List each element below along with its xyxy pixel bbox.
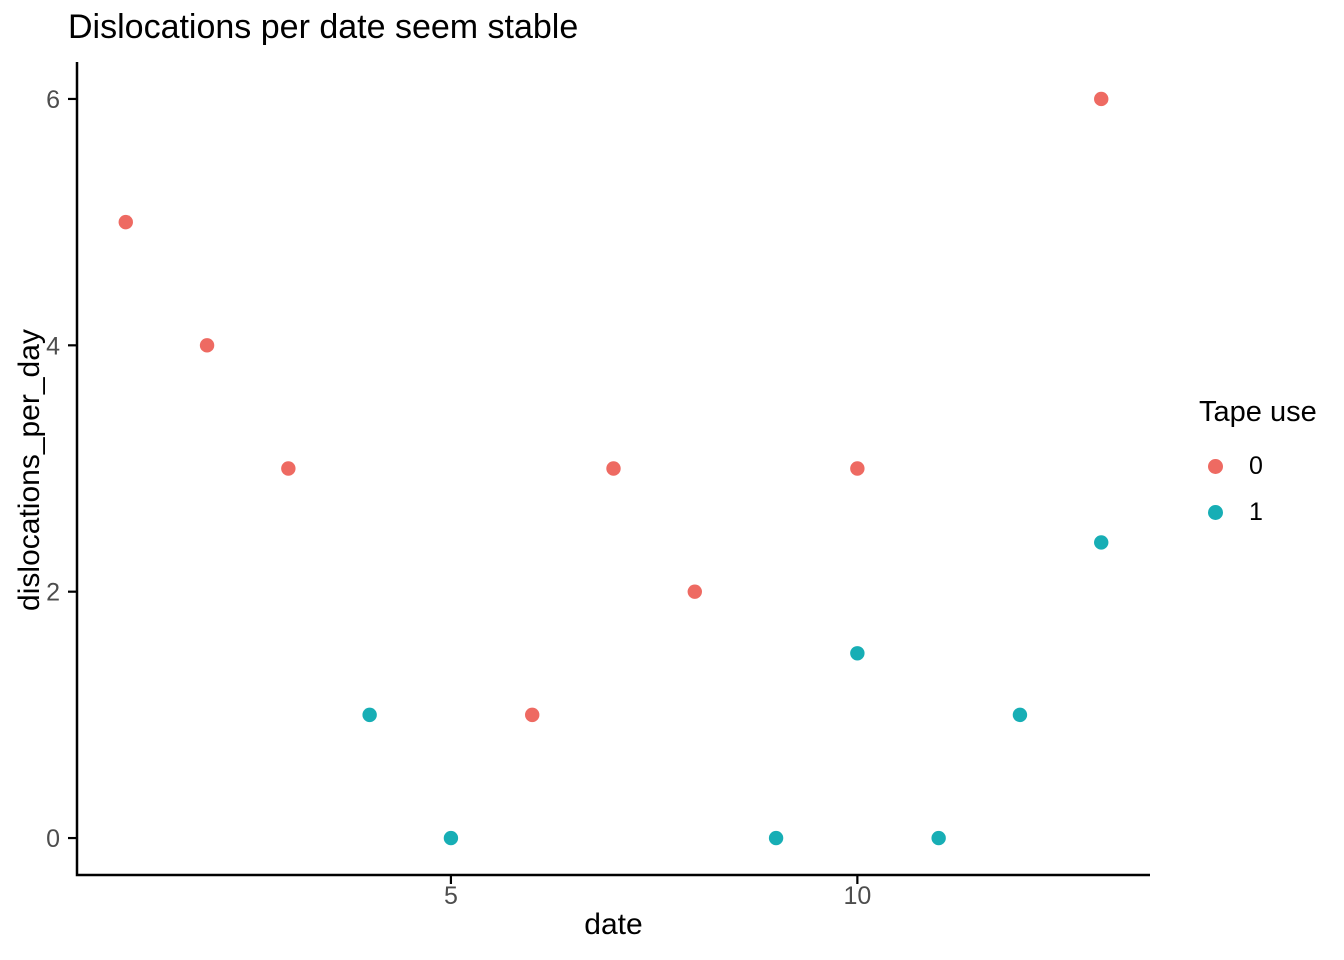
legend-item-label: 0 (1249, 452, 1263, 481)
data-point (687, 584, 702, 599)
y-tick-label: 4 (46, 332, 60, 360)
data-point (1094, 91, 1109, 107)
x-tick-label: 5 (444, 882, 458, 910)
y-tick-label: 6 (46, 86, 60, 114)
data-point (768, 830, 784, 846)
x-axis-label: date (584, 908, 643, 941)
x-tick-label: 10 (843, 882, 871, 910)
data-point (118, 214, 133, 230)
legend-title: Tape use (1199, 396, 1317, 428)
legend-item-label: 1 (1249, 498, 1263, 527)
axis-lines (75, 62, 1150, 877)
legend-key-dot (1208, 505, 1223, 521)
data-point (199, 338, 215, 353)
chart-title: Dislocations per date seem stable (68, 8, 579, 46)
y-tick-label: 2 (46, 579, 60, 607)
data-point (850, 646, 865, 661)
y-tick-label: 0 (46, 825, 60, 853)
data-point (362, 707, 377, 723)
data-point (1012, 707, 1028, 723)
legend-key-dot (1208, 459, 1223, 475)
y-axis-label: dislocations_per_day (13, 329, 46, 611)
data-point (931, 830, 946, 846)
data-point (850, 461, 865, 476)
data-point (281, 461, 296, 476)
legend-item: 1 (1199, 490, 1317, 536)
data-point (1094, 535, 1109, 550)
data-point (525, 707, 540, 723)
data-point (606, 461, 621, 476)
legend-item: 0 (1199, 444, 1317, 490)
data-point (443, 830, 459, 846)
